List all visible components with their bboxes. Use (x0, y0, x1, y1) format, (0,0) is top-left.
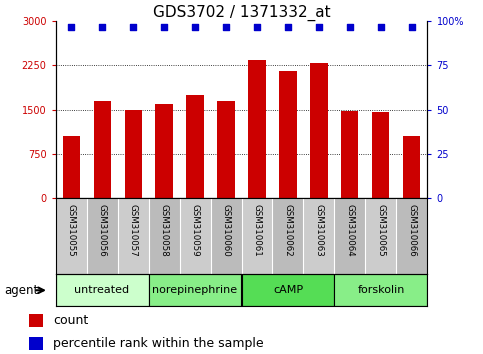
Bar (217, 101, 235, 198)
Bar (366, 198, 397, 274)
Text: percentile rank within the sample: percentile rank within the sample (53, 337, 264, 350)
Text: GSM310060: GSM310060 (222, 204, 230, 257)
Text: GSM310062: GSM310062 (284, 204, 293, 257)
Text: GSM310061: GSM310061 (253, 204, 261, 257)
Point (129, 24, 137, 29)
Bar (403, 136, 421, 198)
Point (67, 24, 75, 29)
Bar (211, 198, 242, 274)
Bar (149, 198, 180, 274)
Bar (334, 198, 366, 274)
Text: cAMP: cAMP (273, 285, 303, 295)
Bar (86, 198, 117, 274)
Bar (180, 198, 211, 274)
Point (315, 24, 323, 29)
Text: GSM310057: GSM310057 (128, 204, 138, 257)
Point (346, 24, 354, 29)
Title: GDS3702 / 1371332_at: GDS3702 / 1371332_at (153, 5, 330, 21)
Text: GSM310056: GSM310056 (98, 204, 107, 257)
Bar (125, 110, 142, 198)
Point (222, 24, 230, 29)
Point (191, 24, 199, 29)
Point (160, 24, 168, 29)
Point (408, 24, 416, 29)
Point (98, 24, 106, 29)
Bar (334, 274, 427, 306)
Bar (341, 111, 358, 198)
Bar (248, 59, 266, 198)
Text: count: count (53, 314, 88, 327)
Bar (242, 274, 334, 306)
Text: agent: agent (4, 284, 39, 297)
Bar (303, 198, 334, 274)
Point (253, 24, 261, 29)
Text: GSM310064: GSM310064 (345, 204, 355, 257)
Text: GSM310065: GSM310065 (376, 204, 385, 257)
Bar (186, 95, 203, 198)
Bar (242, 198, 272, 274)
Point (377, 24, 385, 29)
Text: GSM310066: GSM310066 (408, 204, 416, 257)
Bar (397, 198, 427, 274)
Bar (56, 198, 86, 274)
Bar (56, 274, 149, 306)
Bar (29, 337, 43, 350)
Bar (94, 101, 111, 198)
Bar (272, 198, 303, 274)
Bar (311, 63, 327, 198)
Bar (372, 112, 389, 198)
Bar (62, 136, 80, 198)
Point (284, 24, 292, 29)
Text: forskolin: forskolin (357, 285, 405, 295)
Text: norepinephrine: norepinephrine (153, 285, 238, 295)
Text: GSM310058: GSM310058 (159, 204, 169, 257)
Text: untreated: untreated (74, 285, 129, 295)
Bar (29, 314, 43, 327)
Text: GSM310063: GSM310063 (314, 204, 324, 257)
Text: GSM310059: GSM310059 (190, 204, 199, 257)
Bar (149, 274, 242, 306)
Bar (156, 104, 172, 198)
Text: GSM310055: GSM310055 (67, 204, 75, 257)
Bar (280, 72, 297, 198)
Bar (117, 198, 149, 274)
